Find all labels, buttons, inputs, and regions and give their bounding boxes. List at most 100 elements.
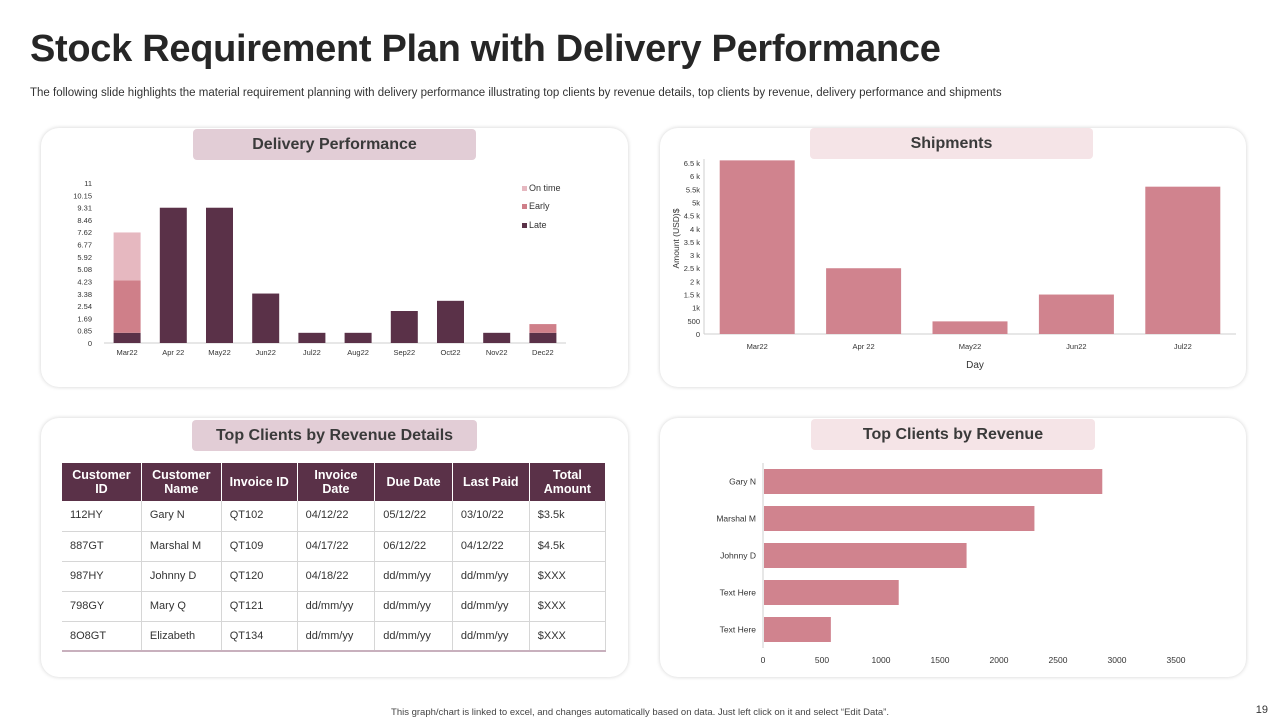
- y-tick-label: 8.46: [77, 216, 92, 225]
- x-tick-label: 2500: [1049, 655, 1068, 665]
- table-header-cell: Invoice ID: [221, 463, 298, 501]
- x-axis-title: Day: [966, 360, 984, 371]
- x-tick-label: 2000: [990, 655, 1009, 665]
- x-tick-label: May22: [208, 348, 231, 357]
- x-tick-label: Jul22: [303, 348, 321, 357]
- table-cell: QT134: [221, 621, 298, 652]
- table-cell: 04/17/22: [297, 531, 376, 562]
- table-cell: 03/10/22: [452, 501, 530, 532]
- y-tick-label: 4.5 k: [684, 212, 701, 221]
- x-tick-label: 3000: [1108, 655, 1127, 665]
- legend-label: Late: [529, 220, 547, 230]
- bar-late: [298, 332, 326, 343]
- table-cell: dd/mm/yy: [452, 591, 530, 622]
- table-cell: dd/mm/yy: [297, 591, 376, 622]
- table-header-cell: Invoice Date: [297, 463, 376, 501]
- legend-swatch: [522, 186, 527, 191]
- y-tick-label: 4.23: [77, 277, 92, 286]
- table-cell: 887GT: [62, 531, 142, 562]
- legend-swatch: [522, 204, 527, 209]
- bar: [719, 160, 795, 334]
- bar: [764, 506, 1035, 531]
- y-tick-label: Text Here: [720, 588, 757, 598]
- footer-note: This graph/chart is linked to excel, and…: [391, 707, 889, 718]
- page-subtitle: The following slide highlights the mater…: [30, 87, 1002, 99]
- x-tick-label: 3500: [1167, 655, 1186, 665]
- table-header-cell: Due Date: [374, 463, 453, 501]
- table-cell: QT120: [221, 561, 298, 592]
- table-cell: dd/mm/yy: [297, 621, 376, 652]
- table-cell: Gary N: [141, 501, 222, 532]
- table-header-row: Customer ID Customer Name Invoice ID Inv…: [62, 463, 607, 501]
- top-clients-heading: Top Clients by Revenue: [811, 419, 1095, 450]
- table-cell: $XXX: [529, 591, 607, 622]
- table-header-cell: Customer ID: [62, 463, 142, 501]
- x-tick-label: Nov22: [486, 348, 508, 357]
- shipments-chart[interactable]: 0 500 1k 1.5 k 2 k 2.5 k 3 k 3.5 k 4 k 4.5 k 5k 5.5…: [660, 152, 1246, 382]
- x-tick-label: Aug22: [347, 348, 369, 357]
- table-cell: $XXX: [529, 621, 607, 652]
- y-tick-label: 6.77: [77, 241, 92, 250]
- table-row: 887GT Marshal M QT109 04/17/22 06/12/22 …: [62, 531, 607, 562]
- bar: [1038, 294, 1114, 334]
- y-tick-label: Marshal M: [716, 514, 756, 524]
- x-tick-label: May22: [959, 342, 982, 351]
- table-cell: Mary Q: [141, 591, 222, 622]
- x-tick-label: Jun22: [1066, 342, 1086, 351]
- bar-late: [113, 332, 141, 343]
- table-row: 798GY Mary Q QT121 dd/mm/yy dd/mm/yy dd/…: [62, 591, 607, 622]
- table-cell: dd/mm/yy: [452, 561, 530, 592]
- y-tick-label: 0.85: [77, 327, 92, 336]
- y-tick-label: 5.08: [77, 265, 92, 274]
- table-cell: dd/mm/yy: [374, 591, 453, 622]
- x-tick-label: Apr 22: [853, 342, 875, 351]
- page-number: 19: [1255, 704, 1268, 716]
- y-tick-label: 9.31: [77, 204, 92, 213]
- x-tick-label: 500: [815, 655, 829, 665]
- x-tick-label: Apr 22: [162, 348, 184, 357]
- table-cell: Marshal M: [141, 531, 222, 562]
- delivery-performance-chart[interactable]: 0 0.85 1.69 2.54 3.38 4.23 5.08 5.92 6.77 7.62 8.4…: [41, 160, 628, 385]
- table-header-cell: Last Paid: [452, 463, 530, 501]
- page-title: Stock Requirement Plan with Delivery Per…: [30, 28, 941, 70]
- table-cell: 8O8GT: [62, 621, 142, 652]
- y-tick-label: 3.38: [77, 290, 92, 299]
- y-tick-label: 6.5 k: [684, 159, 701, 168]
- top-clients-chart[interactable]: Gary N Marshal M Johnny D Text Here Text Her…: [660, 455, 1246, 670]
- y-tick-label: 2.54: [77, 302, 92, 311]
- bar: [826, 268, 902, 334]
- table-cell: dd/mm/yy: [452, 621, 530, 652]
- table-row: 112HY Gary N QT102 04/12/22 05/12/22 03/…: [62, 501, 607, 532]
- bar: [764, 543, 967, 568]
- bar-late: [206, 207, 233, 343]
- table-row: 8O8GT Elizabeth QT134 dd/mm/yy dd/mm/yy …: [62, 621, 607, 652]
- table-cell: $3.5k: [529, 501, 607, 532]
- y-tick-label: Gary N: [729, 477, 756, 487]
- y-tick-label: 2.5 k: [684, 264, 701, 273]
- legend-swatch: [522, 223, 527, 228]
- y-tick-label: 1.5 k: [684, 291, 701, 300]
- table-cell: 04/18/22: [297, 561, 376, 592]
- bar-late: [159, 207, 187, 343]
- table-cell: QT102: [221, 501, 298, 532]
- bar-late: [344, 332, 372, 343]
- y-tick-label: 3 k: [690, 251, 700, 260]
- x-tick-label: 0: [761, 655, 766, 665]
- table-cell: Elizabeth: [141, 621, 222, 652]
- y-tick-label: 0: [88, 339, 92, 348]
- table-cell: dd/mm/yy: [374, 561, 453, 592]
- table-cell: $4.5k: [529, 531, 607, 562]
- bar-late: [483, 332, 511, 343]
- bar-early: [529, 324, 557, 333]
- y-tick-label: 5.5k: [686, 185, 700, 194]
- legend-label: On time: [529, 183, 561, 193]
- y-tick-label: 2 k: [690, 277, 700, 286]
- legend-label: Early: [529, 201, 550, 211]
- table-row: 987HY Johnny D QT120 04/18/22 dd/mm/yy d…: [62, 561, 607, 592]
- bar-late: [437, 300, 464, 343]
- x-tick-label: 1500: [931, 655, 950, 665]
- bar: [1145, 186, 1221, 334]
- y-tick-label: 5.92: [77, 253, 92, 262]
- x-tick-label: Dec22: [532, 348, 554, 357]
- bar: [932, 321, 1008, 334]
